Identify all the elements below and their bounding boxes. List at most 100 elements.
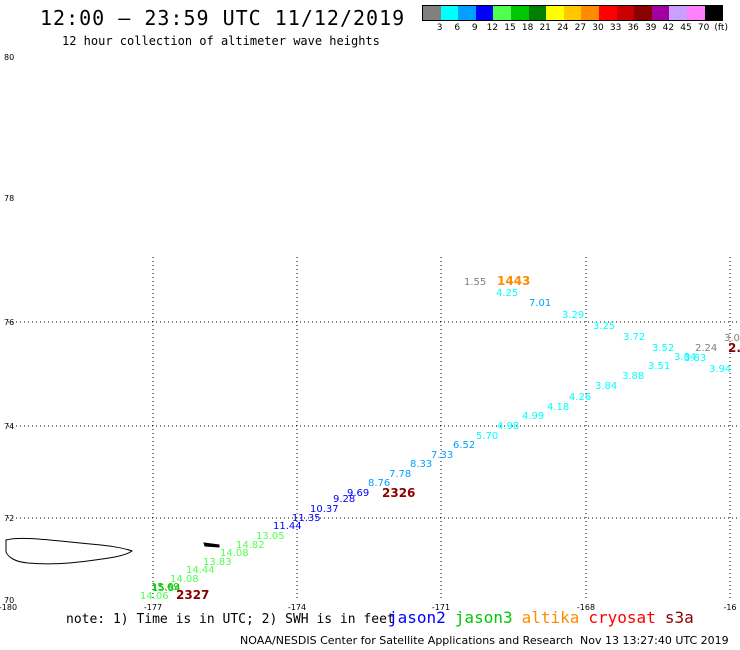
wave-height-value: 8.76 <box>368 478 390 489</box>
legend-label: 6 <box>454 23 461 33</box>
legend-labels: 3 6 9 12 15 18 21 24 27 30 33 36 39 42 45 70 (ft) <box>422 21 728 35</box>
wave-height-value: 2.24 <box>695 343 717 354</box>
wave-height-value: 4.98 <box>497 421 519 432</box>
legend-swatch <box>598 6 617 20</box>
satellite-key: jason2 jason3 altika cryosat s3a <box>388 608 703 627</box>
wave-height-value: 3.94 <box>709 364 731 375</box>
wave-height-value: 14.08 <box>220 548 249 559</box>
wave-height-value: 3.29 <box>562 310 584 321</box>
map-title: 12:00 – 23:59 UTC 11/12/2019 <box>40 6 406 30</box>
latitude-label: 76 <box>4 318 14 327</box>
color-legend: 3 6 9 12 15 18 21 24 27 30 33 36 39 42 45 70 (ft) <box>422 5 728 35</box>
islet-outline <box>203 542 220 548</box>
legend-swatch <box>634 6 652 20</box>
wave-height-value: 3.84 <box>674 352 696 363</box>
legend-swatch <box>669 6 687 20</box>
timestamp-text: Nov 13 13:27:40 UTC 2019 <box>580 634 729 647</box>
legend-swatch <box>686 6 705 20</box>
wave-height-value: 4.99 <box>522 411 544 422</box>
island-outline <box>5 537 134 565</box>
wave-height-value: 3.83 <box>684 353 706 364</box>
longitude-label: -16 <box>723 603 736 612</box>
wave-height-value: 3.25 <box>593 321 615 332</box>
satellite-name: jason3 <box>454 608 513 627</box>
legend-label: 70 <box>697 23 710 33</box>
legend-swatch <box>458 6 476 20</box>
wave-height-value: 3.84 <box>595 381 617 392</box>
legend-swatch <box>475 6 494 20</box>
legend-label: 30 <box>592 23 604 33</box>
longitude-label: -174 <box>288 603 306 612</box>
wave-height-value: 11.35 <box>292 513 321 524</box>
legend-swatch <box>493 6 511 20</box>
wave-height-value: 13.83 <box>203 557 232 568</box>
legend-label: 33 <box>609 23 622 33</box>
legend-swatch <box>528 6 547 20</box>
pass-time-label: 2. <box>728 341 740 355</box>
units-note: note: 1) Time is in UTC; 2) SWH is in fe… <box>66 612 395 627</box>
wave-height-value: 14.44 <box>186 565 215 576</box>
wave-height-labels: 1.554.257.013.293.253.723.52 2.243.03.843… <box>140 277 740 602</box>
wave-height-value: 15.84 <box>152 583 181 594</box>
latitude-labels: 80 78 76 74 72 70 <box>4 53 14 605</box>
latitude-label: 80 <box>4 53 14 62</box>
legend-label: 36 <box>627 23 639 33</box>
longitude-labels: -180 -177 -174 -171 -168 -16 <box>0 603 737 612</box>
legend-label: (ft) <box>714 23 728 33</box>
wave-height-value: 4.25 <box>496 288 518 299</box>
legend-swatch <box>510 6 529 20</box>
wave-height-value: 3.88 <box>622 371 644 382</box>
wave-height-value: 15.69 <box>151 582 180 593</box>
satellite-name: altika <box>521 608 580 627</box>
satellite-name: s3a <box>664 608 694 627</box>
legend-label: 9 <box>471 23 478 33</box>
legend-swatch <box>440 6 459 20</box>
legend-label: 15 <box>504 23 516 33</box>
wave-height-value: 7.78 <box>389 469 411 480</box>
legend-swatch <box>581 6 599 20</box>
longitude-label: -171 <box>432 603 450 612</box>
pass-time-label: 2327 <box>176 588 209 602</box>
latitude-label: 70 <box>4 596 14 605</box>
legend-swatch <box>563 6 582 20</box>
wave-height-value: 1.55 <box>464 277 486 288</box>
wave-height-value: 14.08 <box>170 574 199 585</box>
legend-label: 21 <box>539 23 551 33</box>
wave-height-value: 3.72 <box>623 332 645 343</box>
legend-swatch <box>423 6 441 20</box>
legend-label: 45 <box>680 23 692 33</box>
wave-height-value: 3.51 <box>648 361 670 372</box>
legend-swatch <box>616 6 635 20</box>
legend-label: 12 <box>486 23 499 33</box>
legend-color-bar <box>422 5 724 21</box>
pass-time-labels: 1443 2326 2327 2. <box>176 274 740 602</box>
pass-time-label: 1443 <box>497 274 530 288</box>
legend-label: 24 <box>557 23 569 33</box>
wave-height-value: 14.06 <box>140 591 169 602</box>
wave-height-value: 10.37 <box>310 504 339 515</box>
legend-swatch <box>651 6 670 20</box>
wave-height-value: 9.28 <box>333 494 355 505</box>
latitude-label: 74 <box>4 422 14 431</box>
credit-text: NOAA/NESDIS Center for Satellite Applica… <box>240 634 574 647</box>
legend-label: 42 <box>662 23 675 33</box>
longitude-label: -180 <box>0 603 17 612</box>
legend-label: 27 <box>574 23 587 33</box>
wave-height-value: 9.69 <box>347 488 369 499</box>
wave-height-value: 7.01 <box>529 298 551 309</box>
wave-height-value: 4.18 <box>547 402 569 413</box>
wave-height-value: 4.26 <box>569 392 591 403</box>
wave-height-value: 3.0 <box>724 333 740 344</box>
legend-swatch <box>546 6 564 20</box>
latitude-label: 72 <box>4 514 14 523</box>
pass-time-label: 2326 <box>382 486 415 500</box>
wave-height-value: 8.33 <box>410 459 432 470</box>
longitude-label: -177 <box>144 603 162 612</box>
latitude-label: 78 <box>4 194 14 203</box>
wave-height-value: 13.05 <box>256 531 285 542</box>
wave-height-value: 7.33 <box>431 450 453 461</box>
legend-label: 18 <box>521 23 534 33</box>
map-subtitle: 12 hour collection of altimeter wave hei… <box>62 34 380 48</box>
wave-height-value: 14.82 <box>236 540 265 551</box>
